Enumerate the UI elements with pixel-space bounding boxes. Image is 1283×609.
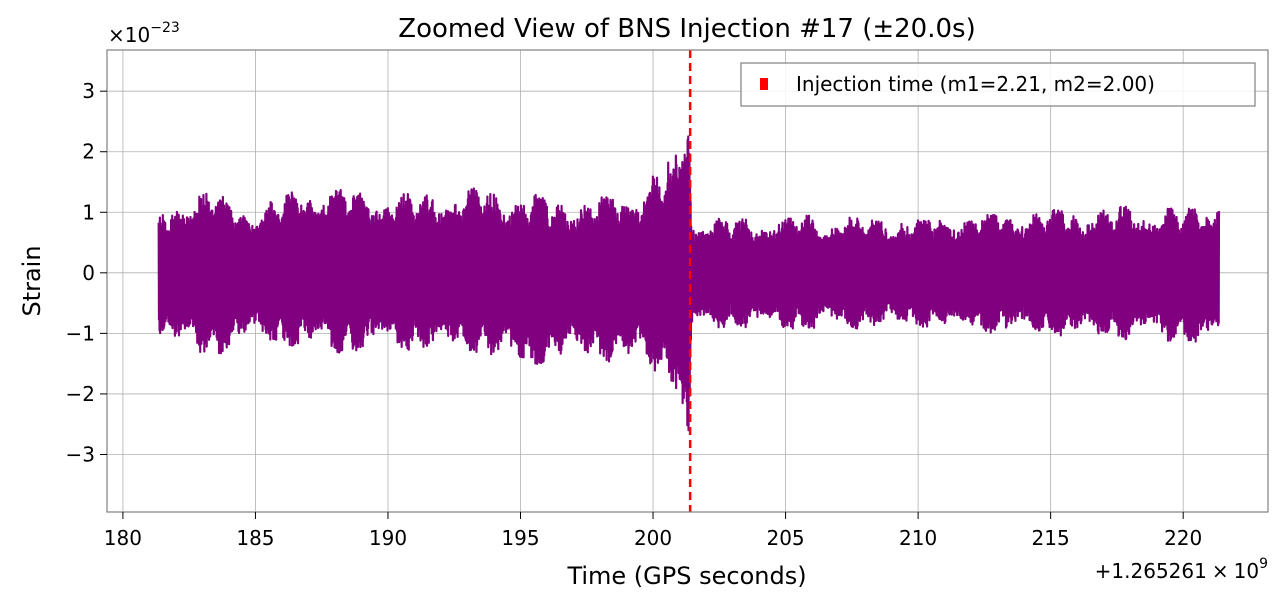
y-scale-exponent: −23: [150, 20, 180, 36]
x-tick-label: 185: [236, 526, 274, 550]
y-tick-label: −2: [66, 382, 95, 406]
chart-title: Zoomed View of BNS Injection #17 (±20.0s…: [398, 14, 975, 44]
x-axis-label: Time (GPS seconds): [566, 562, 806, 590]
x-offset-label: +1.265261 × 109: [1095, 556, 1268, 583]
y-tick-label: −1: [66, 321, 95, 345]
series-layer: [157, 135, 1221, 432]
y-axis-label: Strain: [18, 245, 46, 316]
x-tick-label: 180: [104, 526, 142, 550]
y-tick-label: 3: [82, 79, 95, 103]
x-tick-label: 190: [369, 526, 407, 550]
legend-marker: [760, 78, 768, 90]
x-offset-prefix: +1.265261: [1095, 559, 1207, 583]
legend-frame: [740, 62, 1256, 107]
y-tick-label: −3: [66, 442, 95, 466]
y-scale-multiplier: ×10−23: [108, 20, 180, 47]
strain-series-line: [157, 135, 1221, 432]
legend: Injection time (m1=2.21, m2=2.00): [740, 62, 1256, 107]
plot-frame: [106, 49, 1269, 513]
y-scale-times: ×: [108, 23, 125, 47]
x-tick-label: 220: [1164, 526, 1202, 550]
y-ticks: −3 −2 −1 0 1 2 3: [66, 79, 107, 466]
y-scale-base: 10: [125, 23, 150, 47]
y-tick-label: 2: [82, 140, 95, 164]
x-tick-label: 215: [1032, 526, 1070, 550]
x-tick-label: 200: [634, 526, 672, 550]
x-tick-label: 210: [899, 526, 937, 550]
x-offset-times: ×: [1212, 559, 1229, 583]
x-ticks: 180 185 190 195 200 205 210 215 220: [104, 512, 1202, 550]
x-tick-label: 205: [766, 526, 804, 550]
x-offset-base: 10: [1234, 559, 1259, 583]
x-offset-exponent: 9: [1259, 556, 1268, 572]
y-tick-label: 1: [82, 200, 95, 224]
x-tick-label: 195: [501, 526, 539, 550]
legend-label: Injection time (m1=2.21, m2=2.00): [796, 72, 1155, 96]
y-tick-label: 0: [82, 261, 95, 285]
